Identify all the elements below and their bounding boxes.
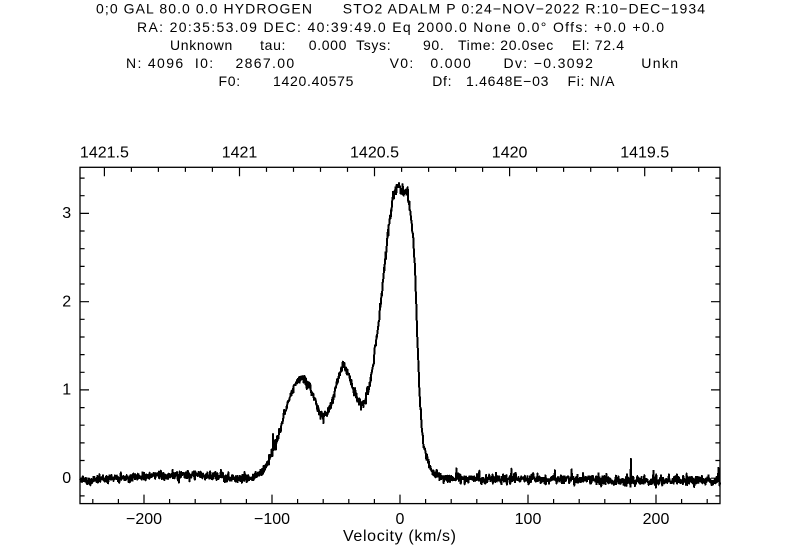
svg-text:N: 4096 I0: 2867.00: N: 4096 I0: 2867.00 V0: 0.000 Dv: −0.309… (126, 55, 678, 71)
svg-text:1419.5: 1419.5 (620, 144, 669, 161)
svg-text:1420.5: 1420.5 (350, 144, 399, 161)
svg-text:1421: 1421 (222, 144, 258, 161)
svg-text:200: 200 (643, 511, 670, 528)
svg-text:F0: 1420.40575: F0: 1420.40575 Df: 1.4648E−03 Fi: N/A (219, 73, 616, 89)
svg-text:1421.5: 1421.5 (80, 144, 129, 161)
svg-text:−200: −200 (126, 511, 162, 528)
svg-text:0: 0 (396, 511, 405, 528)
svg-text:0: 0 (62, 470, 71, 487)
svg-text:Velocity (km/s): Velocity (km/s) (343, 528, 456, 545)
svg-text:2: 2 (62, 294, 71, 311)
svg-text:−100: −100 (254, 511, 290, 528)
svg-text:3: 3 (62, 205, 71, 222)
svg-text:100: 100 (515, 511, 542, 528)
svg-text:Unknown tau: 0.000 T: Unknown tau: 0.000 Tsys: 90. Time: 20.0s… (170, 37, 624, 53)
svg-text:RA: 20:35:53.09 DEC: 40:39:49.: RA: 20:35:53.09 DEC: 40:39:49.0 Eq 2000.… (137, 19, 664, 35)
svg-text:1420: 1420 (492, 144, 528, 161)
svg-text:1: 1 (62, 382, 71, 399)
svg-text:0;0 GAL 80.0 0.0 HYDROGEN: 0;0 GAL 80.0 0.0 HYDROGEN STO2 ADALM P 0… (96, 1, 705, 17)
